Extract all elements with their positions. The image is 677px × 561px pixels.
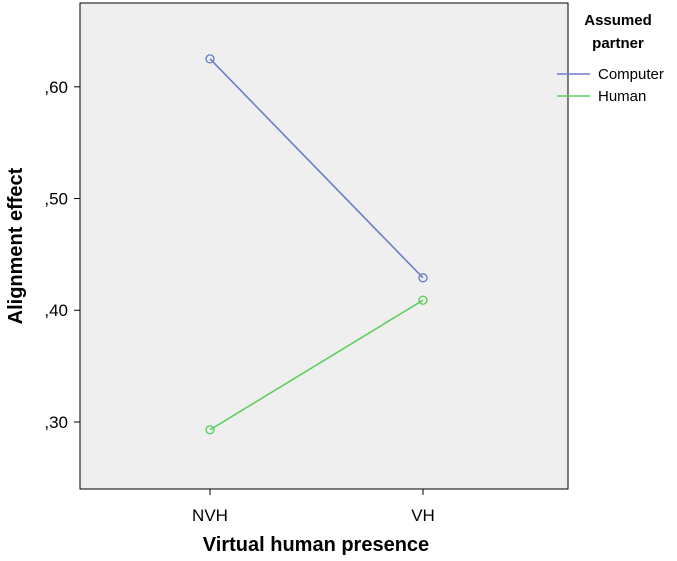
legend-title-line-1: Assumed — [584, 12, 652, 29]
y-tick-label: ,60 — [44, 78, 68, 97]
plot-area — [79, 2, 569, 490]
x-axis-ticks: NVH VH — [192, 489, 435, 525]
y-tick-label: ,50 — [44, 190, 68, 209]
legend-label: Computer — [598, 66, 664, 83]
data-point-computer — [205, 54, 215, 64]
series-line-human — [209, 299, 424, 431]
y-tick-label: ,40 — [44, 301, 68, 320]
legend-label: Human — [598, 88, 646, 105]
data-point-human — [205, 425, 215, 435]
data-point-human — [418, 295, 428, 305]
x-tick-label: VH — [411, 506, 435, 525]
data-point-computer — [418, 273, 428, 283]
y-axis-title: Alignment effect — [5, 167, 27, 324]
x-tick-label: NVH — [192, 506, 228, 525]
series-layer — [205, 54, 428, 435]
series-line-computer — [209, 58, 424, 279]
legend-title-line-2: partner — [592, 35, 644, 52]
y-axis-ticks: ,30 ,40 ,50 ,60 — [44, 78, 80, 432]
x-axis-title: Virtual human presence — [203, 534, 429, 556]
legend: Assumed partner Computer Human — [557, 12, 664, 105]
y-tick-label: ,30 — [44, 413, 68, 432]
